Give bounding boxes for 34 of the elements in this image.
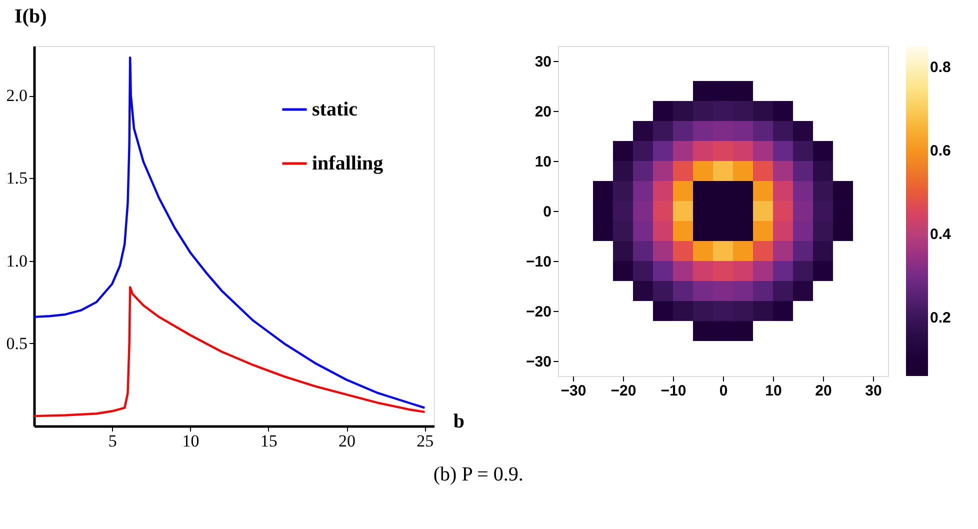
x-tick-label: 10 [765, 382, 782, 400]
x-tick-label: 0 [719, 382, 728, 400]
x-tick-label: 25 [416, 432, 434, 450]
x-axis-title: b [453, 410, 464, 432]
y-tick-label: −10 [526, 254, 552, 270]
color-bar-label: 0.8 [930, 58, 951, 76]
x-tick-label: 30 [865, 382, 882, 400]
y-tick-label: 2.0 [6, 86, 28, 106]
x-tick-label: 5 [108, 432, 117, 450]
x-tick-label: −20 [610, 382, 636, 400]
legend-label: infalling [312, 152, 384, 174]
color-bar-label: 0.6 [930, 142, 951, 160]
x-tick-label: −30 [560, 382, 586, 400]
line-series [34, 56, 426, 409]
y-tick-label: 0.5 [6, 334, 28, 353]
y-tick-label: 0 [543, 204, 552, 220]
x-tick-label: 20 [338, 432, 356, 450]
y-tick-label: −20 [526, 304, 552, 320]
line-series [34, 286, 426, 418]
y-tick-label: 1.5 [6, 168, 28, 188]
y-axis-title: I(b) [14, 6, 47, 28]
y-tick-label: 10 [534, 154, 552, 170]
x-tick-label: 20 [815, 382, 832, 400]
color-bar-label: 0.2 [930, 310, 951, 327]
x-tick-label: 15 [260, 432, 278, 450]
color-bar-label: 0.4 [930, 226, 952, 243]
y-tick-label: 30 [534, 54, 552, 70]
y-tick-label: 20 [534, 104, 552, 120]
y-tick-label: 1.0 [6, 251, 28, 270]
text: (b) P = 0.9. [433, 464, 524, 486]
y-tick-label: −30 [526, 354, 552, 370]
legend-label: static [312, 98, 358, 120]
x-tick-label: −10 [660, 382, 686, 400]
x-tick-label: 10 [182, 432, 200, 450]
